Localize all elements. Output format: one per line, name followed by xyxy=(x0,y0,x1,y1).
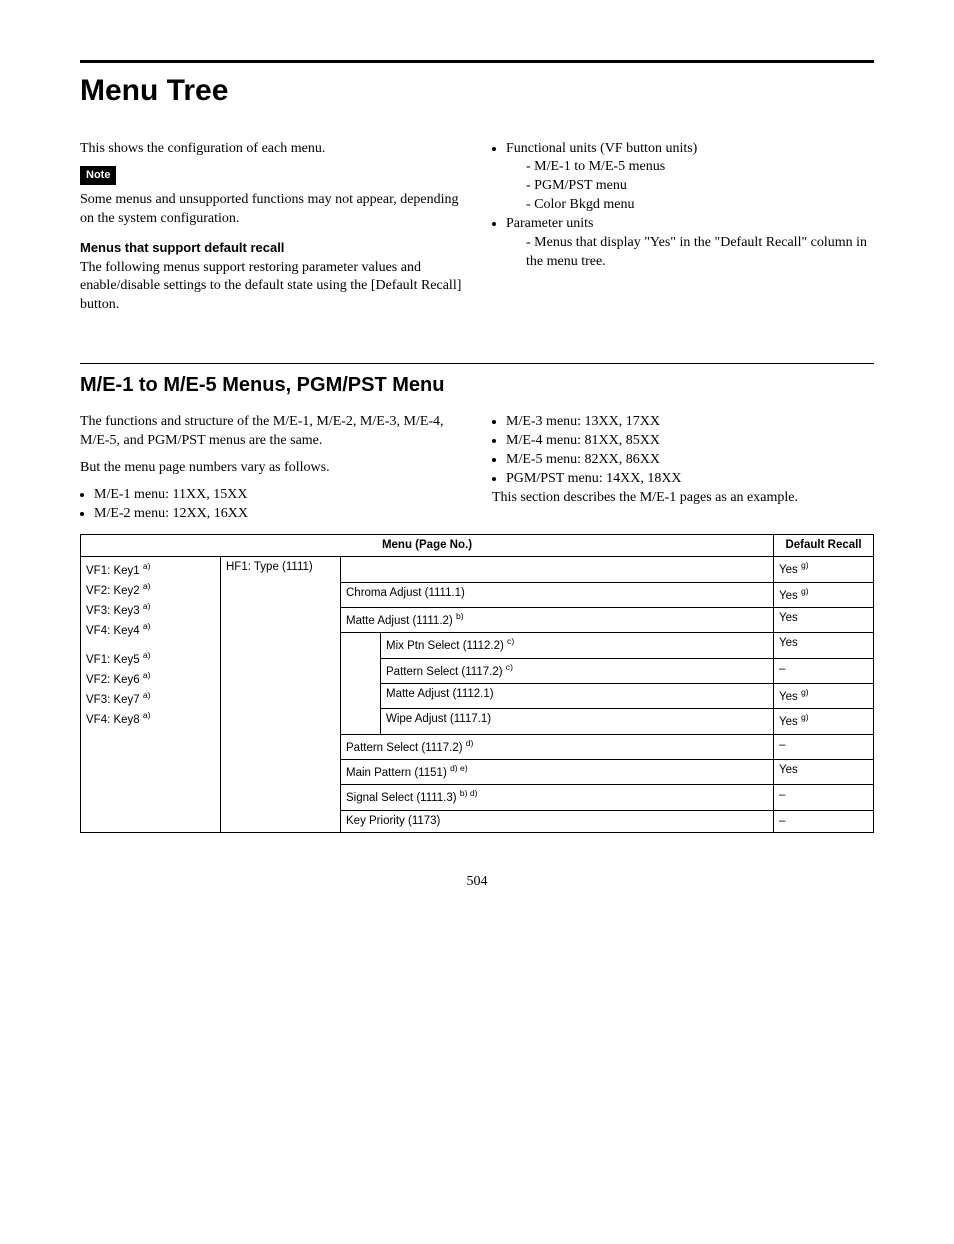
intro-right-col: Functional units (VF button units) M/E-1… xyxy=(492,140,874,324)
list-item: M/E-2 menu: 12XX, 16XX xyxy=(94,505,462,524)
dr-cell: – xyxy=(774,810,874,833)
intro-left-col: This shows the configuration of each men… xyxy=(80,140,462,324)
list-item: PGM/PST menu: 14XX, 18XX xyxy=(506,470,874,489)
page-title: Menu Tree xyxy=(80,71,874,112)
default-recall-header: Default Recall xyxy=(774,534,874,557)
list-item: M/E-4 menu: 81XX, 85XX xyxy=(506,432,874,451)
table-header-row: Menu (Page No.) Default Recall xyxy=(81,534,874,557)
dr-cell: Yes g) xyxy=(774,683,874,708)
list-item: M/E-1 menu: 11XX, 15XX xyxy=(94,486,462,505)
menu-item-cell: Pattern Select (1117.2) d) xyxy=(341,734,774,759)
sec2-right-list: M/E-3 menu: 13XX, 17XX M/E-4 menu: 81XX,… xyxy=(492,413,874,489)
sec2-left-col: The functions and structure of the M/E-1… xyxy=(80,413,462,523)
dr-cell: Yes xyxy=(774,633,874,658)
dr-cell: Yes g) xyxy=(774,557,874,582)
list-item: M/E-3 menu: 13XX, 17XX xyxy=(506,413,874,432)
sec2-left-list: M/E-1 menu: 11XX, 15XX M/E-2 menu: 12XX,… xyxy=(80,486,462,524)
dr-cell: – xyxy=(774,785,874,810)
list-item: PGM/PST menu xyxy=(526,177,874,196)
dr-cell: Yes xyxy=(774,607,874,632)
list-item: Color Bkgd menu xyxy=(526,196,874,215)
list-item: Parameter units Menus that display "Yes"… xyxy=(506,215,874,272)
menu-item-cell: Pattern Select (1117.2) c) xyxy=(381,658,774,683)
functional-units-sublist: M/E-1 to M/E-5 menus PGM/PST menu Color … xyxy=(506,158,874,215)
sec2-p1: The functions and structure of the M/E-1… xyxy=(80,413,462,451)
sec2-right-col: M/E-3 menu: 13XX, 17XX M/E-4 menu: 81XX,… xyxy=(492,413,874,523)
menu-item-cell: Wipe Adjust (1117.1) xyxy=(381,709,774,734)
menu-item-cell: Mix Ptn Select (1112.2) c) xyxy=(381,633,774,658)
list-item: Functional units (VF button units) M/E-1… xyxy=(506,140,874,216)
list-item: M/E-5 menu: 82XX, 86XX xyxy=(506,451,874,470)
menu-item-cell: Matte Adjust (1112.1) xyxy=(381,683,774,708)
intro-columns: This shows the configuration of each men… xyxy=(80,140,874,324)
dr-cell: – xyxy=(774,658,874,683)
dr-cell: Yes g) xyxy=(774,582,874,607)
page-number: 504 xyxy=(80,873,874,892)
menu-item-cell: Chroma Adjust (1111.1) xyxy=(341,582,774,607)
functional-units-list: Functional units (VF button units) M/E-1… xyxy=(492,140,874,272)
section-title: M/E-1 to M/E-5 Menus, PGM/PST Menu xyxy=(80,372,874,399)
note-badge: Note xyxy=(80,166,116,185)
sec2-tail: This section describes the M/E-1 pages a… xyxy=(492,489,874,508)
dr-cell: – xyxy=(774,734,874,759)
vf-keys-cell: VF1: Key1 a)VF2: Key2 a)VF3: Key3 a)VF4:… xyxy=(81,557,221,833)
menu-item-cell: Signal Select (1111.3) b) d) xyxy=(341,785,774,810)
list-item: Menus that display "Yes" in the "Default… xyxy=(526,234,874,272)
menu-table: Menu (Page No.) Default Recall VF1: Key1… xyxy=(80,534,874,833)
sec2-p2: But the menu page numbers vary as follow… xyxy=(80,459,462,478)
hf-type-cell: HF1: Type (1111) xyxy=(221,557,341,833)
indent-cell xyxy=(341,633,381,734)
functional-units-label: Functional units (VF button units) xyxy=(506,141,697,156)
dr-cell: Yes g) xyxy=(774,709,874,734)
menu-item-cell: Main Pattern (1151) d) e) xyxy=(341,759,774,784)
dr-cell: Yes xyxy=(774,759,874,784)
menu-item-cell: Key Priority (1173) xyxy=(341,810,774,833)
section2-columns: The functions and structure of the M/E-1… xyxy=(80,413,874,523)
menu-item-cell: Matte Adjust (1111.2) b) xyxy=(341,607,774,632)
top-rule xyxy=(80,60,874,63)
section-rule xyxy=(80,363,874,364)
list-item: M/E-1 to M/E-5 menus xyxy=(526,158,874,177)
intro-text: This shows the configuration of each men… xyxy=(80,140,462,159)
default-recall-text: The following menus support restoring pa… xyxy=(80,259,462,316)
note-text: Some menus and unsupported functions may… xyxy=(80,191,462,229)
parameter-units-label: Parameter units xyxy=(506,216,593,231)
default-recall-heading: Menus that support default recall xyxy=(80,239,462,257)
menu-header: Menu (Page No.) xyxy=(81,534,774,557)
parameter-units-sublist: Menus that display "Yes" in the "Default… xyxy=(506,234,874,272)
empty-cell xyxy=(341,557,774,582)
